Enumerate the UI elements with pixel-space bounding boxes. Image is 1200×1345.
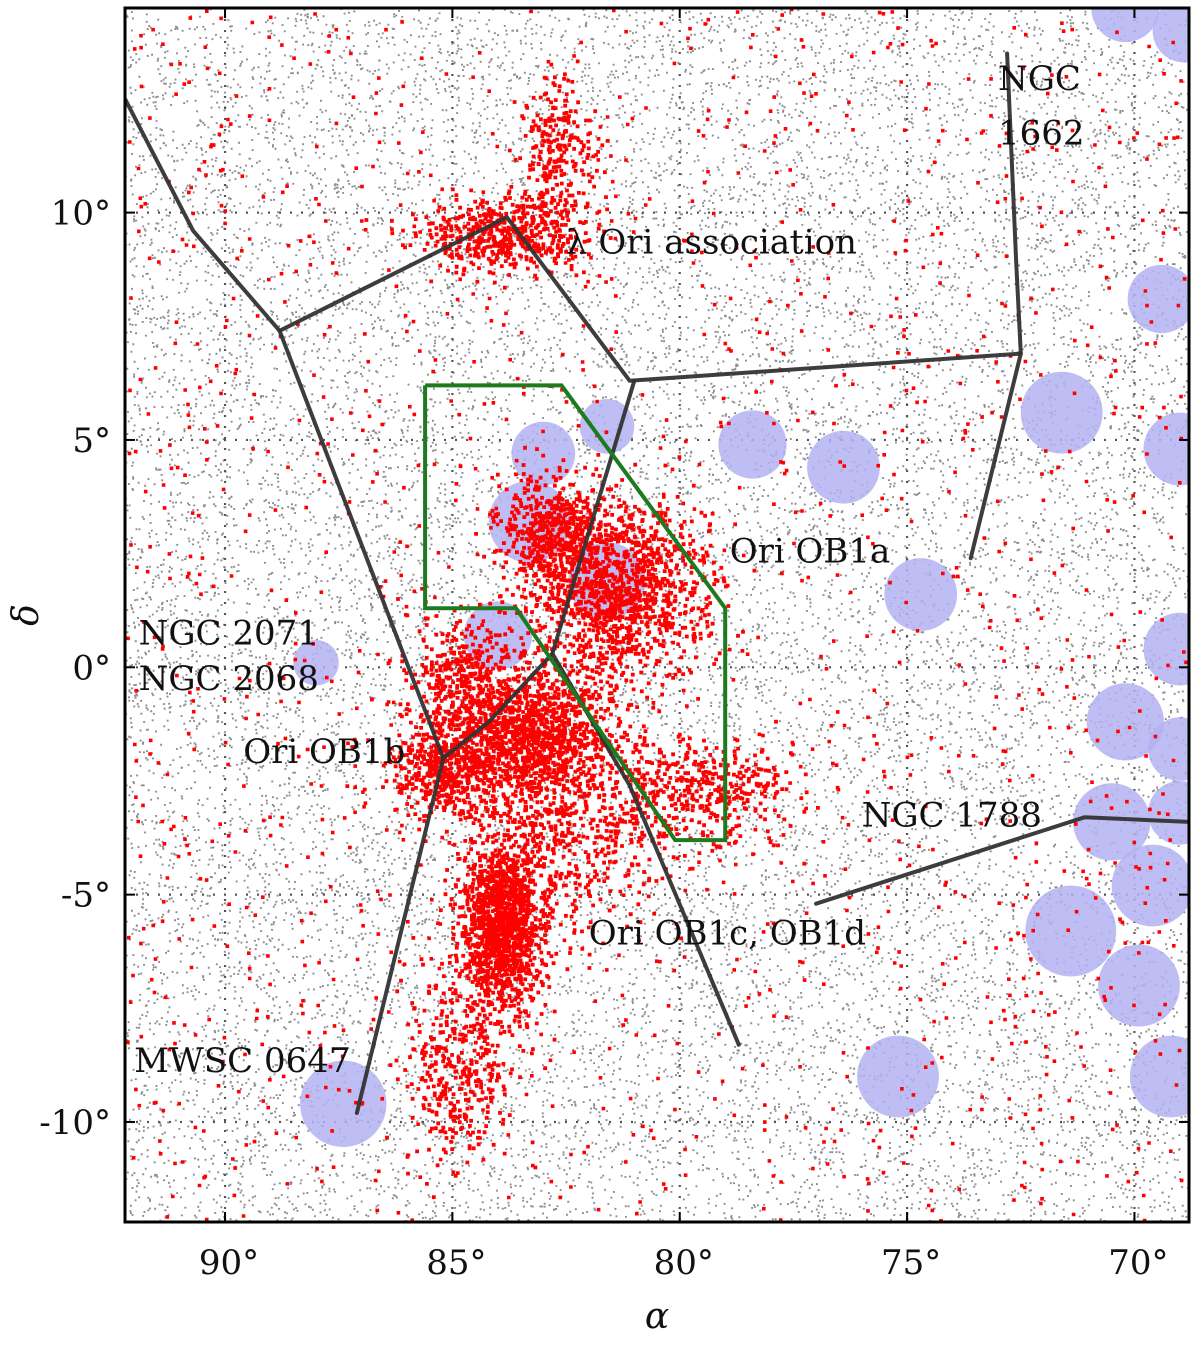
masked-region xyxy=(1098,944,1180,1027)
constellation-line xyxy=(354,756,446,1115)
masked-region xyxy=(1091,8,1160,43)
annotation-label: NGC 2071 xyxy=(139,614,319,654)
annotations: λ Ori association NGC 1662 Ori OB1a NGC 2071… xyxy=(134,59,1084,1081)
masked-region xyxy=(1127,264,1189,334)
masked-region xyxy=(1111,844,1189,927)
x-tick-label: 80° xyxy=(654,1243,714,1283)
x-tick-label: 90° xyxy=(199,1243,259,1283)
y-tick-label: 5° xyxy=(72,421,111,461)
annotation-label: Ori OB1a xyxy=(730,532,891,572)
y-tick-label: -10° xyxy=(39,1103,111,1143)
masked-region xyxy=(1020,371,1103,454)
background-star-field xyxy=(125,8,1189,1222)
constellation-line xyxy=(125,96,1023,383)
constellation-line xyxy=(968,51,1023,561)
masked-region xyxy=(718,410,787,479)
annotation-label: MWSC 0647 xyxy=(134,1041,350,1081)
masked-region xyxy=(1129,1035,1189,1118)
masked-region xyxy=(579,399,635,454)
y-tick-label: 10° xyxy=(51,194,111,234)
constellation-lines xyxy=(125,51,1189,1115)
annotation-label: λ Ori association xyxy=(566,223,857,263)
y-axis-label: δ xyxy=(6,604,47,626)
x-tick-label: 75° xyxy=(881,1243,941,1283)
selection-region xyxy=(423,383,728,843)
annotation-label: NGC xyxy=(998,59,1081,99)
masked-region xyxy=(1086,683,1164,761)
x-axis-label: α xyxy=(645,1296,669,1337)
background-stars xyxy=(125,8,1189,1222)
masked-region xyxy=(1025,885,1117,977)
selection-polygon xyxy=(423,383,728,843)
axis-ticks: 90° 85° 80° 75° 70° 10° 5° 0° -5° -10° xyxy=(39,8,1189,1283)
plot-frame xyxy=(123,6,1191,1224)
masked-region xyxy=(1143,612,1189,686)
annotation-label: Ori OB1c, OB1d xyxy=(589,914,866,954)
constellation-line xyxy=(814,815,1189,906)
masked-region xyxy=(1143,412,1189,486)
y-tick-label: -5° xyxy=(61,876,111,916)
masked-region xyxy=(857,1035,939,1118)
annotation-label: NGC 2068 xyxy=(139,659,319,699)
masked-region xyxy=(884,558,958,631)
masked-region xyxy=(293,640,339,686)
constellation-line xyxy=(277,328,637,761)
y-tick-label: 0° xyxy=(72,648,111,688)
annotation-label: NGC 1788 xyxy=(862,795,1042,835)
annotation-label: 1662 xyxy=(998,113,1085,153)
masked-region xyxy=(1148,717,1189,781)
x-tick-label: 70° xyxy=(1108,1243,1168,1283)
masked-region xyxy=(1152,8,1189,63)
plot-area xyxy=(125,8,1189,1222)
x-tick-label: 85° xyxy=(426,1243,486,1283)
annotation-label: Ori OB1b xyxy=(243,732,405,772)
